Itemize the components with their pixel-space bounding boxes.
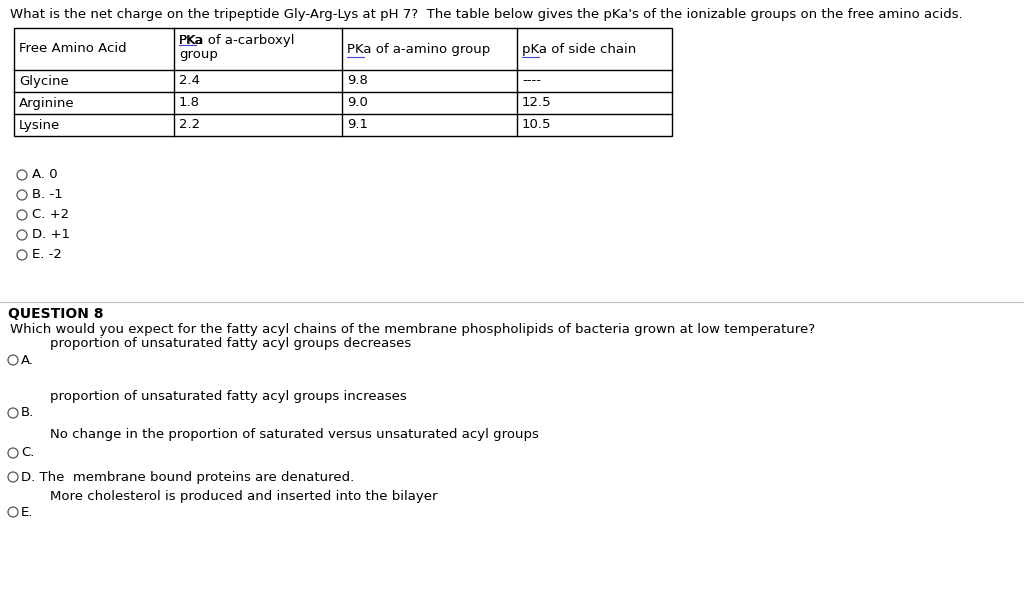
Text: Which would you expect for the fatty acyl chains of the membrane phospholipids o: Which would you expect for the fatty acy… [10,323,815,336]
Text: Glycine: Glycine [19,74,69,88]
Text: proportion of unsaturated fatty acyl groups increases: proportion of unsaturated fatty acyl gro… [50,390,407,403]
Text: proportion of unsaturated fatty acyl groups decreases: proportion of unsaturated fatty acyl gro… [50,337,412,350]
Text: ----: ---- [522,74,541,88]
Text: Free Amino Acid: Free Amino Acid [19,43,127,55]
Text: 9.8: 9.8 [347,74,368,88]
Text: 12.5: 12.5 [522,96,552,110]
Text: 9.0: 9.0 [347,96,368,110]
Text: 9.1: 9.1 [347,119,368,132]
Text: QUESTION 8: QUESTION 8 [8,307,103,321]
Text: 2.2: 2.2 [179,119,200,132]
Text: C.: C. [22,446,35,460]
Text: 10.5: 10.5 [522,119,552,132]
Text: D. The  membrane bound proteins are denatured.: D. The membrane bound proteins are denat… [22,471,354,484]
Text: Lysine: Lysine [19,119,60,132]
Bar [14,28,672,136]
Text: group: group [179,48,218,61]
Text: A. 0: A. 0 [32,169,57,181]
Text: 1.8: 1.8 [179,96,200,110]
Text: A.: A. [22,353,34,367]
Text: B.: B. [22,406,34,420]
Text: pKa of side chain: pKa of side chain [522,43,636,55]
Text: 2.4: 2.4 [179,74,200,88]
Text: C. +2: C. +2 [32,208,70,222]
Text: PKa: PKa [179,34,204,47]
Text: No change in the proportion of saturated versus unsaturated acyl groups: No change in the proportion of saturated… [50,428,539,441]
Text: D. +1: D. +1 [32,228,70,242]
Text: Arginine: Arginine [19,96,75,110]
Text: PKa of a-amino group: PKa of a-amino group [347,43,490,55]
Text: E.: E. [22,505,34,518]
Text: E. -2: E. -2 [32,248,61,261]
Text: More cholesterol is produced and inserted into the bilayer: More cholesterol is produced and inserte… [50,490,437,503]
Text: PKa of a-carboxyl: PKa of a-carboxyl [179,34,295,47]
Text: B. -1: B. -1 [32,189,62,202]
Text: What is the net charge on the tripeptide Gly-Arg-Lys at pH 7?  The table below g: What is the net charge on the tripeptide… [10,8,963,21]
